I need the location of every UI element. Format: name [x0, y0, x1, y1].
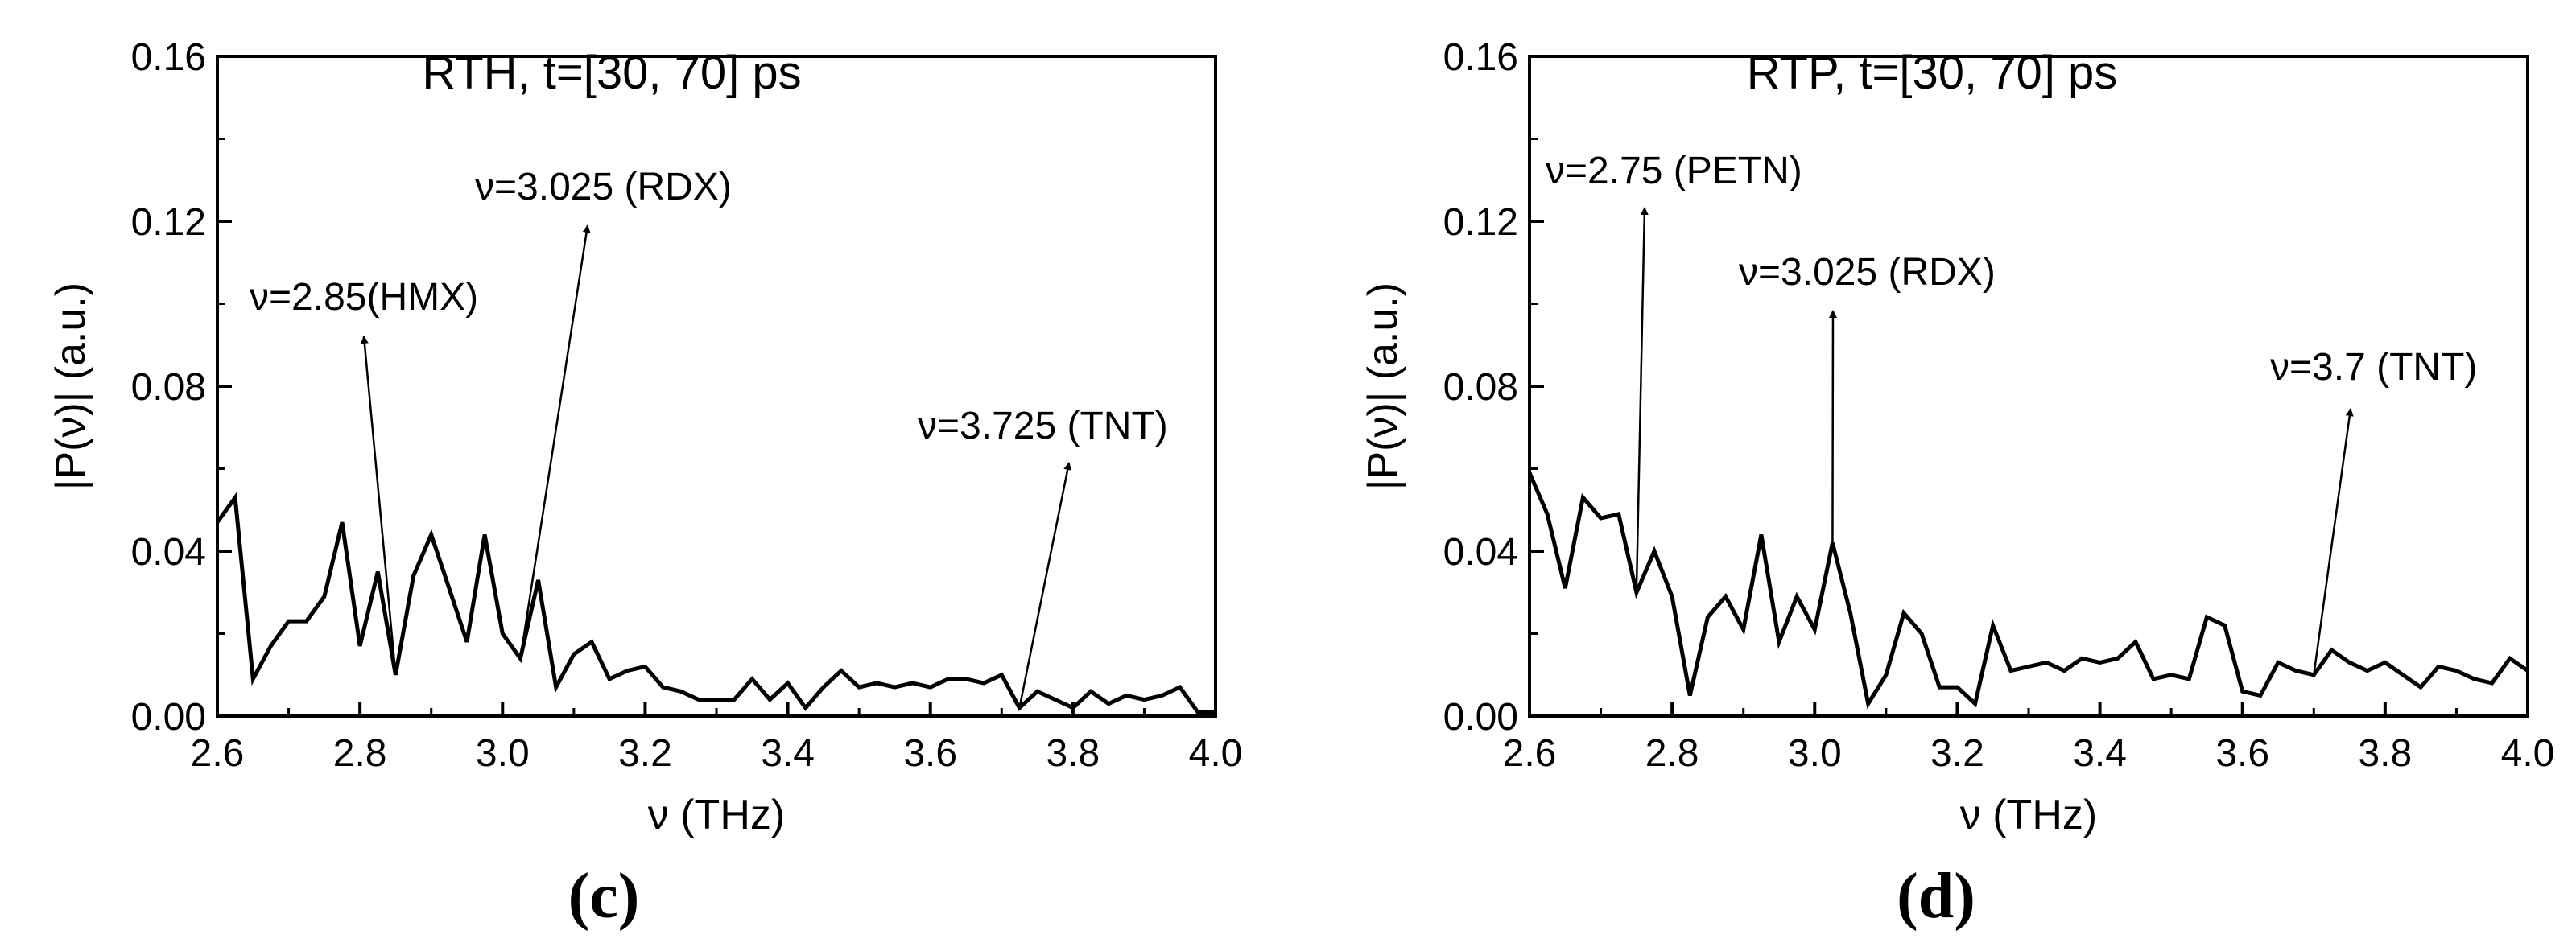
x-tick-label: 2.6 — [191, 732, 245, 775]
x-axis-ticks: 2.6 2.8 3.0 3.2 3.4 3.6 3.8 4.0 — [1503, 702, 2555, 775]
panel-label: (d) — [1897, 861, 1975, 932]
series-line — [215, 492, 1216, 714]
annotation-arrow — [2313, 408, 2354, 675]
x-tick-label: 3.0 — [1788, 732, 1842, 775]
x-tick-label: 2.8 — [1645, 732, 1699, 775]
y-tick-label: 0.08 — [1443, 366, 1518, 409]
annotation-arrow — [1018, 462, 1072, 708]
series-group — [215, 492, 1216, 714]
x-axis-label: ν (THz) — [648, 792, 785, 838]
x-tick-label: 3.0 — [476, 732, 530, 775]
x-axis-ticks: 2.6 2.8 3.0 3.2 3.4 3.6 3.8 4.0 — [191, 702, 1243, 775]
annotation-label: ν=2.75 (PETN) — [1546, 150, 1802, 192]
x-tick-label: 3.8 — [2358, 732, 2412, 775]
x-tick-label: 3.8 — [1046, 732, 1100, 775]
x-tick-label: 4.0 — [2501, 732, 2555, 775]
chart-panel-c: RTH, t=[30, 70] ps ν (THz) |P(ν)| (a.u.)… — [47, 36, 1242, 932]
panel-label: (c) — [568, 861, 640, 932]
y-tick-label: 0.00 — [131, 696, 206, 739]
y-tick-label: 0.04 — [1443, 531, 1518, 574]
x-tick-label: 3.2 — [1930, 732, 1984, 775]
y-tick-label: 0.04 — [131, 531, 206, 574]
annotation-arrow — [1635, 207, 1649, 593]
chart-panel-d: RTP, t=[30, 70] ps ν (THz) |P(ν)| (a.u.)… — [1360, 36, 2554, 932]
x-tick-label: 2.8 — [333, 732, 387, 775]
x-tick-label: 2.6 — [1503, 732, 1557, 775]
chart-title: RTH, t=[30, 70] ps — [422, 47, 801, 99]
y-tick-label: 0.12 — [131, 201, 206, 244]
annotation-label: ν=3.025 (RDX) — [1739, 251, 1996, 294]
y-tick-label: 0.16 — [1443, 36, 1518, 79]
annotation-group: ν=2.75 (PETN) ν=3.025 (RDX) ν=3.7 (TNT) — [1546, 150, 2477, 675]
y-tick-label: 0.12 — [1443, 201, 1518, 244]
annotation-label: ν=3.7 (TNT) — [2270, 346, 2477, 389]
y-axis-label: |P(ν)| (a.u.) — [1360, 282, 1406, 490]
annotation-label: ν=3.725 (TNT) — [918, 405, 1168, 447]
series-group — [1527, 471, 2529, 710]
y-tick-label: 0.08 — [131, 366, 206, 409]
x-tick-label: 3.6 — [903, 732, 957, 775]
annotation-arrow — [519, 224, 591, 659]
y-tick-label: 0.00 — [1443, 696, 1518, 739]
x-axis-label: ν (THz) — [1960, 792, 2097, 838]
y-tick-label: 0.16 — [131, 36, 206, 79]
series-line — [1527, 471, 2529, 710]
x-tick-label: 3.6 — [2215, 732, 2269, 775]
annotation-arrow — [360, 336, 397, 675]
y-axis-ticks: 0.00 0.04 0.08 0.12 0.16 — [1443, 36, 1544, 739]
y-axis-label: |P(ν)| (a.u.) — [47, 282, 94, 490]
x-tick-label: 4.0 — [1189, 732, 1243, 775]
x-tick-label: 3.4 — [2073, 732, 2127, 775]
y-axis-ticks: 0.00 0.04 0.08 0.12 0.16 — [131, 36, 232, 739]
x-tick-label: 3.2 — [618, 732, 672, 775]
x-tick-label: 3.4 — [761, 732, 815, 775]
annotation-label: ν=3.025 (RDX) — [475, 166, 732, 208]
annotation-label: ν=2.85(HMX) — [250, 276, 478, 319]
chart-title: RTP, t=[30, 70] ps — [1747, 47, 2118, 99]
annotation-group: ν=2.85(HMX) ν=3.025 (RDX) ν=3.725 (TNT) — [250, 166, 1168, 708]
annotation-arrow — [1828, 310, 1837, 543]
